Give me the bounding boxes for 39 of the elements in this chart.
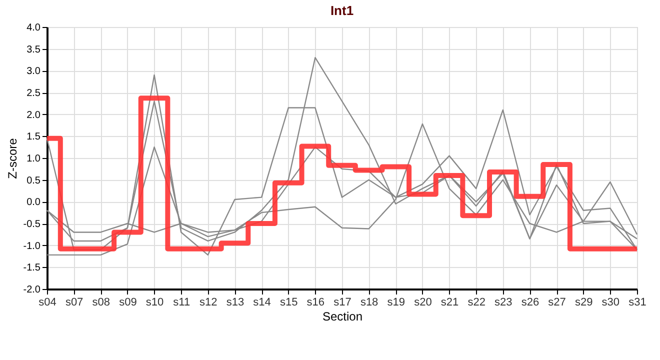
- x-tick-label: s15: [280, 296, 298, 308]
- y-tick-label: -1.0: [23, 240, 41, 252]
- x-tick-label: s19: [387, 296, 406, 308]
- x-tick-label: s20: [414, 296, 432, 308]
- x-tick-label: s07: [65, 296, 84, 308]
- y-tick-label: 2.0: [26, 110, 41, 121]
- x-tick-label: s31: [628, 296, 646, 308]
- x-tick-label: s08: [92, 296, 110, 308]
- x-tick-label: s30: [602, 296, 620, 308]
- y-tick-label: 2.5: [26, 88, 41, 99]
- x-tick-label: s17: [334, 296, 352, 308]
- x-tick-label: s21: [440, 296, 459, 308]
- x-tick-label: s22: [468, 296, 486, 308]
- x-axis-title: Section: [322, 310, 363, 324]
- y-tick-label: 0.0: [26, 197, 41, 208]
- x-tick-label: s04: [38, 296, 56, 308]
- x-tick-label: s12: [200, 296, 218, 308]
- x-tick-label: s18: [360, 296, 378, 308]
- y-tick-label: 4.0: [26, 22, 41, 34]
- x-tick-label: s10: [146, 296, 164, 308]
- y-tick-label: -0.5: [23, 219, 41, 230]
- y-tick-label: -2.0: [23, 284, 41, 296]
- chart-title: Int1: [330, 3, 354, 18]
- x-tick-label: s29: [574, 296, 593, 308]
- y-tick-label: 1.0: [26, 154, 41, 164]
- x-tick-label: s09: [119, 296, 137, 308]
- x-tick-label: s16: [306, 296, 325, 308]
- x-tick-label: s23: [494, 296, 512, 308]
- y-tick-label: -1.5: [23, 262, 41, 274]
- x-tick-label: s26: [521, 296, 540, 308]
- x-tick-label: s11: [173, 296, 190, 308]
- x-tick-label: s14: [253, 296, 271, 308]
- x-tick-label: s27: [548, 296, 566, 308]
- y-tick-label: 0.5: [26, 175, 41, 186]
- y-tick-label: 3.0: [26, 66, 41, 78]
- y-tick-label: 3.5: [26, 44, 41, 56]
- x-tick-label: s13: [226, 296, 244, 308]
- y-axis-title: Z-score: [5, 138, 20, 179]
- y-tick-label: 1.5: [26, 132, 41, 143]
